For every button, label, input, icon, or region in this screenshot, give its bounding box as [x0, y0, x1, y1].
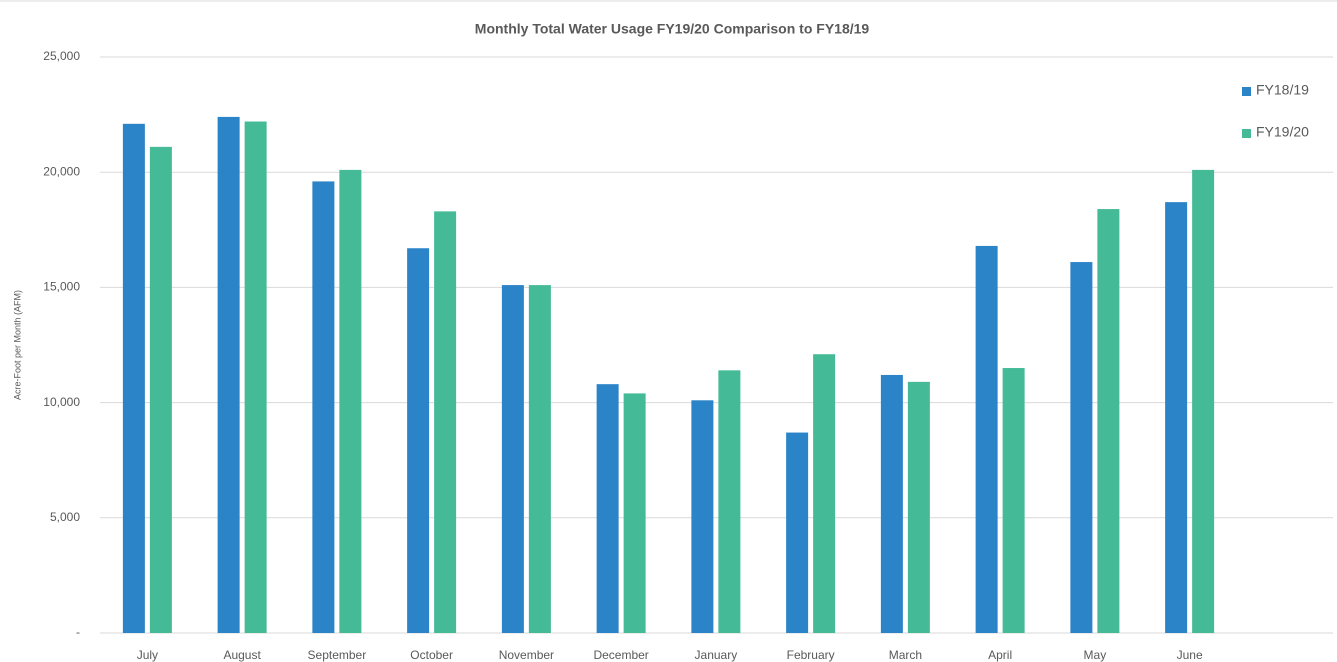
bar	[1165, 202, 1188, 634]
y-axis-label: Acre-Foot per Month (AFM)	[12, 290, 22, 400]
chart-title: Monthly Total Water Usage FY19/20 Compar…	[475, 21, 870, 37]
bar	[339, 169, 362, 633]
x-tick-label: August	[223, 648, 261, 662]
y-tick-label: 15,000	[43, 280, 80, 294]
legend-swatch	[1242, 129, 1251, 138]
y-tick-label: 10,000	[43, 395, 80, 409]
bar	[691, 400, 714, 633]
x-tick-label: March	[889, 648, 922, 662]
bar	[786, 432, 809, 633]
bar	[975, 245, 998, 634]
bar	[1097, 209, 1120, 633]
bar	[907, 381, 930, 633]
bar	[407, 248, 430, 633]
bar	[718, 370, 741, 633]
x-tick-label: January	[695, 648, 738, 662]
bar	[244, 121, 267, 634]
bar	[623, 393, 646, 633]
bar	[1192, 169, 1215, 633]
bar	[1070, 262, 1093, 633]
x-tick-label: July	[137, 648, 158, 662]
y-tick-label: 25,000	[43, 49, 80, 63]
bar	[528, 285, 551, 633]
x-tick-label: May	[1084, 648, 1107, 662]
bar	[149, 146, 172, 633]
x-tick-label: October	[410, 648, 453, 662]
y-tick-label: 20,000	[43, 164, 80, 178]
bar	[880, 374, 903, 633]
x-tick-label: April	[988, 648, 1012, 662]
x-tick-label: June	[1177, 648, 1203, 662]
legend-swatch	[1242, 87, 1251, 96]
bar	[813, 354, 836, 633]
bar	[501, 285, 524, 633]
bar	[596, 384, 619, 633]
legend-label: FY18/19	[1256, 82, 1309, 98]
x-tick-label: November	[499, 648, 554, 662]
bar	[122, 123, 145, 633]
bar	[217, 116, 240, 634]
y-tick-label: 5,000	[50, 510, 80, 524]
bar	[1002, 368, 1025, 633]
bar	[312, 181, 335, 633]
x-tick-label: December	[593, 648, 648, 662]
bar	[434, 211, 457, 634]
y-tick-label: -	[76, 625, 80, 639]
x-tick-label: September	[308, 648, 367, 662]
x-tick-label: February	[787, 648, 835, 662]
legend-label: FY19/20	[1256, 124, 1309, 140]
